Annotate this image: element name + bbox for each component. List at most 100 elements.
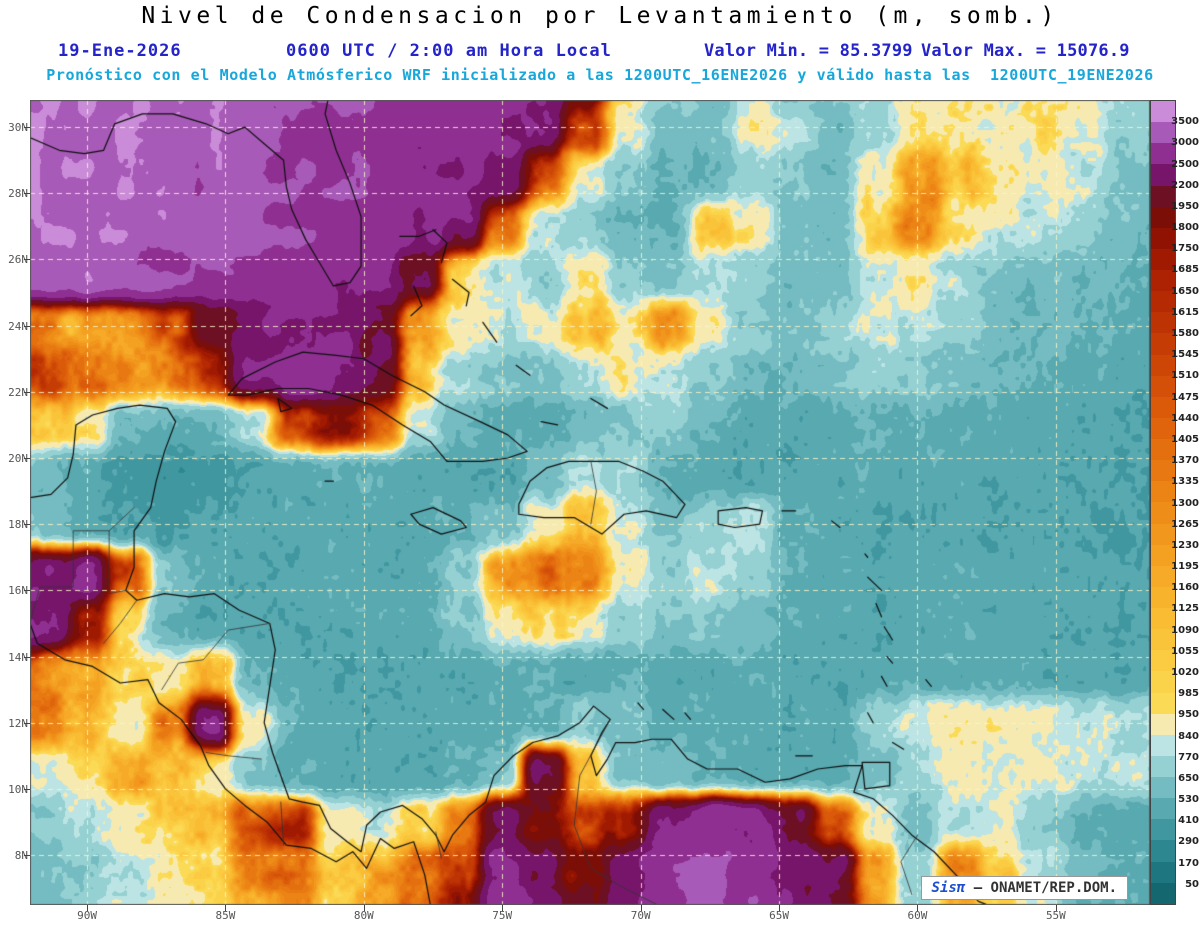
colorbar-level-label: 1615 [1171, 306, 1199, 318]
colorbar-segment [1151, 544, 1175, 566]
lon-axis-tick [364, 905, 365, 911]
colorbar-level-label: 1580 [1171, 328, 1199, 340]
colorbar [1150, 100, 1176, 905]
colorbar-segment [1151, 777, 1175, 799]
lat-axis-label: 14N [8, 650, 28, 664]
lon-axis-tick [779, 905, 780, 911]
colorbar-segment [1151, 861, 1175, 883]
lon-axis-tick [502, 905, 503, 911]
colorbar-level-label: 1125 [1171, 603, 1199, 615]
colorbar-segment [1151, 755, 1175, 777]
lat-axis-label: 10N [8, 782, 28, 796]
lat-axis-label: 22N [8, 385, 28, 399]
watermark-brand: Sisπ [931, 880, 966, 896]
page-title: Nivel de Condensacion por Levantamiento … [141, 3, 1059, 29]
lat-axis-tick [24, 524, 30, 525]
colorbar-level-label: 1230 [1171, 539, 1199, 551]
colorbar-segment [1151, 354, 1175, 376]
colorbar-level-label: 770 [1178, 751, 1199, 763]
colorbar-level-label: 1405 [1171, 433, 1199, 445]
colorbar-level-label: 1300 [1171, 497, 1199, 509]
colorbar-level-label: 1020 [1171, 666, 1199, 678]
colorbar-segment [1151, 840, 1175, 862]
lat-axis-tick [24, 789, 30, 790]
forecast-time: 0600 UTC / 2:00 am Hora Local [286, 41, 612, 61]
colorbar-level-label: 3500 [1171, 116, 1199, 128]
colorbar-segment [1151, 375, 1175, 397]
colorbar-segment [1151, 481, 1175, 503]
lat-axis-tick [24, 326, 30, 327]
colorbar-segment [1151, 143, 1175, 165]
colorbar-segment [1151, 502, 1175, 524]
lat-axis-label: 24N [8, 319, 28, 333]
lat-axis-tick [24, 259, 30, 260]
lat-axis-label: 16N [8, 584, 28, 598]
colorbar-level-label: 1370 [1171, 455, 1199, 467]
colorbar-segment [1151, 523, 1175, 545]
contour-field-canvas [30, 100, 1150, 905]
watermark: Sisπ – ONAMET/REP.DOM. [920, 876, 1128, 900]
colorbar-level-label: 1090 [1171, 624, 1199, 636]
colorbar-level-label: 290 [1178, 836, 1199, 848]
colorbar-segment [1151, 439, 1175, 461]
colorbar-level-label: 50 [1185, 878, 1199, 890]
map-plot: Sisπ – ONAMET/REP.DOM. [30, 100, 1150, 905]
colorbar-level-label: 950 [1178, 709, 1199, 721]
colorbar-level-label: 1545 [1171, 349, 1199, 361]
colorbar-level-label: 1800 [1171, 222, 1199, 234]
lat-axis-tick [24, 127, 30, 128]
colorbar-segment [1151, 227, 1175, 249]
lat-axis-label: 26N [8, 253, 28, 267]
colorbar-segment [1151, 713, 1175, 735]
lon-axis-tick [1056, 905, 1057, 911]
colorbar-level-label: 1055 [1171, 645, 1199, 657]
colorbar-level-label: 985 [1178, 688, 1199, 700]
colorbar-level-label: 1950 [1171, 200, 1199, 212]
lat-axis-tick [24, 458, 30, 459]
colorbar-segment [1151, 671, 1175, 693]
colorbar-level-label: 1510 [1171, 370, 1199, 382]
colorbar-segment [1151, 333, 1175, 355]
colorbar-level-label: 1160 [1171, 582, 1199, 594]
lat-axis-tick [24, 855, 30, 856]
colorbar-segment [1151, 629, 1175, 651]
lon-axis-tick [917, 905, 918, 911]
lon-axis-label: 90W [77, 909, 97, 922]
lat-axis-label: 20N [8, 451, 28, 465]
lon-axis-tick [641, 905, 642, 911]
lon-axis-tick [87, 905, 88, 911]
lon-axis-label: 60W [907, 909, 928, 922]
lon-axis-label: 55W [1045, 909, 1066, 922]
colorbar-level-label: 2200 [1171, 179, 1199, 191]
colorbar-segment [1151, 164, 1175, 186]
colorbar-segment [1151, 798, 1175, 820]
colorbar-level-label: 2500 [1171, 158, 1199, 170]
lat-axis-label: 28N [8, 187, 28, 201]
lon-axis-label: 70W [630, 909, 651, 922]
forecast-date: 19-Ene-2026 [58, 41, 182, 61]
lat-axis-tick [24, 657, 30, 658]
colorbar-level-label: 410 [1178, 815, 1199, 827]
colorbar-segment [1151, 291, 1175, 313]
colorbar-level-label: 840 [1178, 730, 1199, 742]
colorbar-segment [1151, 248, 1175, 270]
colorbar-level-label: 1685 [1171, 264, 1199, 276]
watermark-org: – ONAMET/REP.DOM. [973, 880, 1117, 896]
colorbar-segment [1151, 650, 1175, 672]
colorbar-segment [1151, 734, 1175, 756]
colorbar-segment [1151, 312, 1175, 334]
colorbar-segment [1151, 185, 1175, 207]
colorbar-segment [1151, 586, 1175, 608]
colorbar-level-label: 530 [1178, 794, 1199, 806]
colorbar-level-label: 1335 [1171, 476, 1199, 488]
colorbar-level-label: 1440 [1171, 412, 1199, 424]
lon-axis-tick [225, 905, 226, 911]
colorbar-level-label: 1265 [1171, 518, 1199, 530]
lon-axis-label: 85W [215, 909, 236, 922]
watermark-text: – ONAMET/REP.DOM. [965, 880, 1117, 896]
colorbar-segment [1151, 206, 1175, 228]
colorbar-segment [1151, 122, 1175, 144]
colorbar-segment [1151, 608, 1175, 630]
colorbar-segment [1151, 882, 1175, 904]
